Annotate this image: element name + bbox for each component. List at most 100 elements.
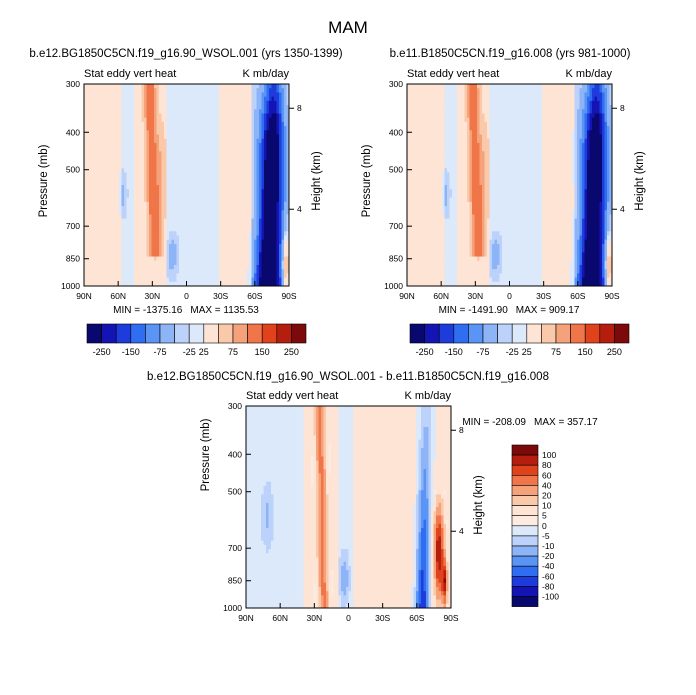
heatmap-cell bbox=[261, 214, 265, 220]
heatmap-cell bbox=[274, 239, 277, 245]
heatmap-cell bbox=[154, 218, 157, 224]
heatmap-cell bbox=[114, 185, 117, 190]
heatmap-cell bbox=[251, 248, 255, 253]
heatmap-cell bbox=[114, 273, 117, 278]
heatmap-cell bbox=[139, 281, 142, 287]
heatmap-cell bbox=[276, 109, 280, 114]
heatmap-cell bbox=[201, 193, 205, 199]
heatmap-cell bbox=[94, 239, 97, 245]
heatmap-cell bbox=[89, 130, 92, 135]
heatmap-cell bbox=[159, 126, 162, 131]
heatmap-cell bbox=[196, 269, 200, 274]
heatmap-cell bbox=[94, 193, 97, 199]
heatmap-cell bbox=[432, 100, 435, 106]
heatmap-cell bbox=[246, 273, 250, 278]
heatmap-cell bbox=[407, 189, 410, 194]
heatmap-cell bbox=[146, 243, 150, 249]
heatmap-cell bbox=[244, 155, 247, 161]
heatmap-cell bbox=[204, 260, 207, 266]
heatmap-cell bbox=[231, 151, 235, 156]
heatmap-cell bbox=[146, 222, 150, 228]
heatmap-cell bbox=[124, 201, 127, 207]
heatmap-cell bbox=[86, 193, 90, 199]
heatmap-cell bbox=[124, 121, 127, 127]
heatmap-cell bbox=[236, 201, 240, 207]
heatmap-cell bbox=[417, 273, 420, 278]
heatmap-cell bbox=[144, 269, 147, 274]
heatmap-cell bbox=[407, 155, 410, 161]
heatmap-cell bbox=[109, 155, 112, 161]
heatmap-cell bbox=[169, 134, 172, 140]
heatmap-cell bbox=[166, 155, 170, 161]
heatmap-cell bbox=[179, 252, 182, 257]
heatmap-cell bbox=[194, 172, 197, 177]
heatmap-cell bbox=[181, 163, 185, 169]
heatmap-cell bbox=[151, 109, 155, 114]
heatmap-cell bbox=[224, 151, 227, 156]
heatmap-cell bbox=[276, 180, 280, 186]
heatmap-cell bbox=[131, 206, 135, 211]
heatmap-cell bbox=[256, 227, 260, 232]
heatmap-cell bbox=[424, 218, 428, 224]
heatmap-cell bbox=[224, 134, 227, 140]
heatmap-cell bbox=[219, 142, 222, 148]
heatmap-cell bbox=[414, 277, 418, 283]
heatmap-cell bbox=[91, 260, 95, 266]
heatmap-cell bbox=[149, 218, 152, 224]
heatmap-cell bbox=[457, 210, 460, 215]
heatmap-cell bbox=[281, 109, 285, 114]
heatmap-cell bbox=[199, 256, 202, 262]
heatmap-cell bbox=[434, 155, 438, 161]
heatmap-cell bbox=[452, 273, 455, 278]
heatmap-cell bbox=[424, 273, 428, 278]
heatmap-cell bbox=[116, 210, 120, 215]
heatmap-cell bbox=[124, 168, 127, 173]
heatmap-cell bbox=[229, 277, 232, 283]
heatmap-cell bbox=[84, 206, 87, 211]
heatmap-cell bbox=[279, 277, 282, 283]
heatmap-cell bbox=[204, 264, 207, 270]
heatmap-cell bbox=[219, 172, 222, 177]
heatmap-cell bbox=[439, 206, 443, 211]
heatmap-cell bbox=[169, 168, 172, 173]
heatmap-cell bbox=[414, 117, 418, 123]
heatmap-cell bbox=[274, 109, 277, 114]
heatmap-cell bbox=[129, 227, 132, 232]
heatmap-cell bbox=[442, 180, 445, 186]
heatmap-cell bbox=[161, 96, 165, 102]
heatmap-cell bbox=[256, 84, 260, 89]
heatmap-cell bbox=[136, 147, 140, 152]
heatmap-cell bbox=[269, 248, 272, 253]
heatmap-cell bbox=[249, 235, 252, 241]
heatmap-cell bbox=[447, 281, 450, 287]
heatmap-cell bbox=[86, 264, 90, 270]
heatmap-cell bbox=[161, 269, 165, 274]
heatmap-cell bbox=[244, 117, 247, 123]
heatmap-cell bbox=[246, 121, 250, 127]
heatmap-cell bbox=[166, 151, 170, 156]
heatmap-cell bbox=[126, 201, 130, 207]
heatmap-cell bbox=[449, 163, 453, 169]
heatmap-cell bbox=[281, 185, 285, 190]
heatmap-cell bbox=[204, 243, 207, 249]
heatmap-cell bbox=[246, 147, 250, 152]
heatmap-cell bbox=[176, 252, 180, 257]
heatmap-cell bbox=[269, 100, 272, 106]
heatmap-cell bbox=[412, 109, 415, 114]
heatmap-cell bbox=[176, 222, 180, 228]
heatmap-cell bbox=[211, 109, 215, 114]
heatmap-cell bbox=[99, 189, 102, 194]
heatmap-cell bbox=[96, 264, 100, 270]
heatmap-cell bbox=[251, 201, 255, 207]
heatmap-cell bbox=[194, 142, 197, 148]
heatmap-cell bbox=[251, 256, 255, 262]
heatmap-cell bbox=[201, 264, 205, 270]
heatmap-cell bbox=[251, 138, 255, 144]
heatmap-cell bbox=[171, 269, 175, 274]
heatmap-cell bbox=[156, 147, 160, 152]
heatmap-cell bbox=[181, 264, 185, 270]
heatmap-cell bbox=[104, 176, 107, 182]
heatmap-cell bbox=[424, 243, 428, 249]
heatmap-cell bbox=[166, 281, 170, 287]
heatmap-cell bbox=[181, 134, 185, 140]
